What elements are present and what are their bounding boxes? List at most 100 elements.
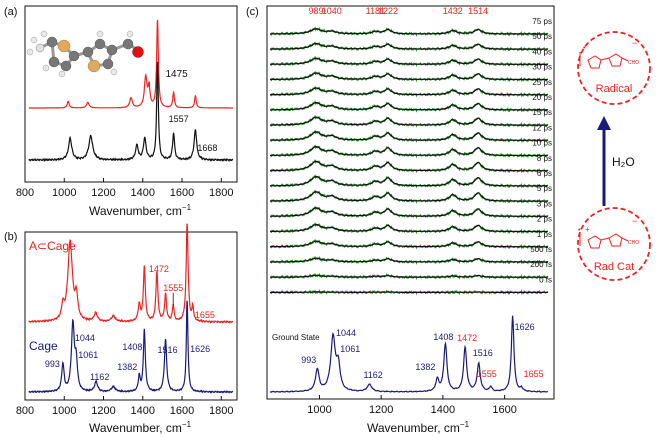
panel-a-x-tick-label: 1200 [91,187,115,199]
panel-b-x-tick-label: 800 [16,405,34,417]
panel-c-x-tick-label: 1200 [369,404,393,416]
peak-label-1472-red: 1472 [149,264,169,274]
ground-label-1408: 1408 [433,332,453,342]
radical-dot: • [583,45,586,52]
panel-b-x-tick-label: 1400 [131,405,155,417]
panel-b-series-a-cage [28,223,234,324]
panel-a-frame [24,5,238,183]
delay-label-9: 8 ps [537,154,552,163]
panel-a-xlabel: Wavenumber, cm−1 [89,203,192,218]
transient-fit-6 [270,116,548,126]
radical-cho-label: CHO [628,60,639,66]
top-peak-label-1181: 1181 [366,6,385,16]
panel-c-x-tick-label: 1600 [492,404,516,416]
panel-a-series-group [28,19,234,163]
radcat-molecule-icon [579,232,629,249]
top-peak-label-989: 989 [309,6,324,16]
ground-label-993: 993 [301,355,316,365]
transient-fit-10 [269,175,548,187]
peak-label-1044-navy: 1044 [75,333,95,343]
delay-label-14: 1 ps [537,230,552,239]
peak-label-1516-navy: 1516 [158,345,178,355]
panel-c-label: (c) [246,6,259,18]
panel-b-x-tick-label: 1000 [52,405,76,417]
delay-label-11: 5 ps [537,184,552,193]
transient-fit-2 [270,57,548,65]
ground-label-1382: 1382 [415,362,435,372]
delay-label-15: 500 fs [530,245,552,254]
top-peak-label-1222: 1222 [378,6,398,16]
peak-label-1655-red: 1655 [195,310,215,320]
legend-a-cage: A⊂Cage [29,239,76,253]
delay-label-1: 50 ps [532,32,552,41]
peak-label-1555-red: 1555 [163,283,183,293]
delay-label-12: 3 ps [537,199,552,208]
panel-b-frame [24,231,238,401]
panel-c-x-tick-label: 1400 [431,404,455,416]
ground-label-1516: 1516 [473,348,493,358]
delay-label-10: 6 ps [537,169,552,178]
transient-fit-11 [269,191,548,202]
panel-b-peak-labels: 1044 1061 993 1162 1382 1408 1516 1626 1472 1555 1… [45,264,215,382]
delay-label-5: 20 ps [532,93,552,102]
panel-a-x-tick-label: 800 [16,187,34,199]
transient-fit-13 [270,223,548,233]
peak-label-1408-navy: 1408 [122,342,142,352]
radical-minus-charge: − [632,38,637,48]
panel-b-x-tick-label: 1600 [170,405,194,417]
panel-c-ground-state [270,315,549,393]
molecule-model-image [26,30,144,78]
panel-b-x-tick-label: 1200 [91,405,115,417]
panel-a-x-tick-label: 1400 [131,187,155,199]
ground-label-1044: 1044 [336,328,356,338]
radcat-cho-label: CHO [628,240,639,246]
panel-c-xlabel: Wavenumber, cm−1 [367,420,470,435]
delay-label-7: 12 ps [532,123,552,132]
radical-circle [577,31,651,105]
delay-label-8: 10 ps [532,139,552,148]
ground-label-1061: 1061 [340,344,360,354]
top-peak-label-1432: 1432 [443,6,463,16]
peak-label-1475: 1475 [166,69,189,80]
panel-b-x-ticks: 800 1000 1200 1400 1600 1800 [16,396,234,417]
reaction-arrow-head [597,116,611,130]
peak-label-1668: 1668 [197,143,217,153]
panel-a-x-ticks: 800 1000 1200 1400 1600 1800 [16,178,234,199]
reaction-arrow-label: H₂O [612,155,635,169]
panel-b-series-cage [28,300,234,394]
panel-b-label: (b) [4,231,17,243]
panel-b-x-tick-label: 1800 [209,405,233,417]
delay-label-4: 25 ps [532,78,552,87]
ground-state-label: Ground State [272,333,320,342]
panel-c-transient-series [269,26,549,296]
panel-a: (a) [4,5,238,218]
transient-fit-3 [270,72,548,81]
delay-label-0: 75 ps [532,17,552,26]
reaction-scheme: CHO − • Radical H₂O CHO + − • Rad Cat [577,31,651,281]
ground-label-1472: 1472 [457,333,477,343]
panel-a-x-tick-label: 1800 [209,187,233,199]
delay-label-2: 40 ps [532,47,552,56]
panel-b-series-group [28,223,234,394]
transient-fit-5 [270,102,548,111]
delay-label-6: 15 ps [532,108,552,117]
panel-c-x-ticks: 1000 1200 1400 1600 [307,395,517,416]
delay-label-13: 2 ps [537,215,552,224]
radcat-plus-charge: + [585,225,590,234]
transient-fit-12 [270,207,548,217]
panel-a-peak-labels: 1475 1557 1668 [166,69,218,153]
transient-fit-17 [270,291,548,293]
transient-fit-8 [270,146,548,157]
peak-label-1626-navy: 1626 [190,344,210,354]
panel-c-x-tick-label: 1000 [307,404,331,416]
radcat-dot: • [578,227,581,234]
panel-a-x-tick-label: 1000 [52,187,76,199]
transient-fit-4 [270,87,548,96]
top-peak-label-1514: 1514 [468,6,488,16]
top-peak-label-1040: 1040 [322,6,342,16]
ground-state-series [270,315,549,393]
peak-label-1061-navy: 1061 [78,350,98,360]
delay-label-17: 0 fs [539,275,552,284]
peak-label-1382-navy: 1382 [117,362,137,372]
